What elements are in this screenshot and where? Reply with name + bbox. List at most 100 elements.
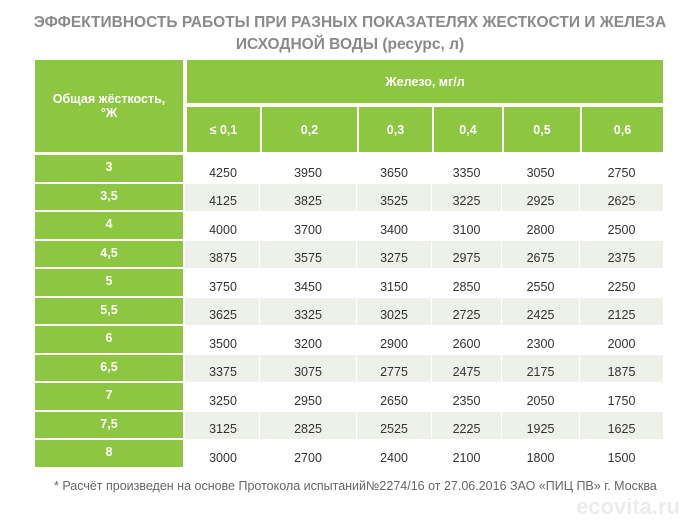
table-cell: 2350 — [432, 383, 502, 412]
column-header: ≤ 0,1 — [187, 107, 260, 152]
table-cell: 2650 — [357, 383, 432, 412]
row-hardness-label: 3 — [35, 155, 183, 182]
table-cell: 3875 — [187, 240, 260, 269]
table-cell: 2900 — [357, 326, 432, 355]
table-cell: 2050 — [502, 383, 580, 412]
table-cell: 3025 — [357, 297, 432, 326]
table-cell: 3125 — [187, 411, 260, 440]
column-header: 0,5 — [504, 107, 580, 152]
column-header: 0,4 — [434, 107, 502, 152]
table-cell: 2625 — [607, 194, 636, 208]
row-hardness-label: 7,5 — [35, 411, 183, 438]
table-cell: 2125 — [607, 308, 636, 322]
table-cell: 2850 — [432, 269, 502, 298]
table-cell: 3700 — [260, 212, 357, 241]
table-cell: 2525 — [357, 411, 432, 440]
table-row — [185, 354, 663, 382]
table-cell: 3400 — [357, 212, 432, 241]
column-header: 0,3 — [359, 107, 432, 152]
table-cell: 2600 — [432, 326, 502, 355]
table-cell: 3050 — [502, 155, 580, 184]
table-cell: 3250 — [187, 383, 260, 412]
row-hardness-label: 7 — [35, 383, 183, 410]
table-cell: 3650 — [357, 155, 432, 184]
row-hardness-label: 5,5 — [35, 297, 183, 324]
table-cell: 2375 — [607, 251, 636, 265]
table-cell: 3000 — [187, 440, 260, 469]
table-cell: 3950 — [260, 155, 357, 184]
table-cell: 3575 — [260, 240, 357, 269]
table-cell: 2100 — [432, 440, 502, 469]
row-hardness-label: 6,5 — [35, 354, 183, 381]
table-cell: 3075 — [260, 354, 357, 383]
row-header: Общая жёсткость, °Ж — [35, 60, 183, 152]
table-cell: 1875 — [607, 365, 636, 379]
table-cell: 2425 — [502, 297, 580, 326]
table-cell: 3150 — [357, 269, 432, 298]
table-cell: 2750 — [607, 165, 636, 180]
table-cell: 4125 — [187, 183, 260, 212]
table-cell: 3225 — [432, 183, 502, 212]
watermark: ecovita.ru — [576, 494, 680, 519]
table-cell: 1800 — [502, 440, 580, 469]
table-cell: 3350 — [432, 155, 502, 184]
table-cell: 2000 — [607, 336, 636, 351]
table-cell: 3825 — [260, 183, 357, 212]
table-row — [185, 326, 663, 354]
table-cell: 1750 — [607, 393, 636, 408]
table-row — [185, 183, 663, 211]
table-cell: 3275 — [357, 240, 432, 269]
table-row — [185, 297, 663, 325]
table-cell: 3100 — [432, 212, 502, 241]
table-row — [185, 155, 663, 183]
column-header: 0,2 — [262, 107, 357, 152]
table-cell: 2400 — [357, 440, 432, 469]
table-cell: 1625 — [607, 422, 636, 436]
row-hardness-label: 6 — [35, 326, 183, 353]
table-cell: 2675 — [502, 240, 580, 269]
table-row — [185, 383, 663, 411]
footnote: * Расчёт произведен на основе Протокола … — [54, 479, 657, 493]
table-cell: 2500 — [607, 222, 636, 237]
table-cell: 2225 — [432, 411, 502, 440]
table-row — [185, 411, 663, 439]
table-cell: 3450 — [260, 269, 357, 298]
title-line-2: ИСХОДНОЙ ВОДЫ (ресурс, л) — [235, 36, 465, 53]
page-title: ЭФФЕКТИВНОСТЬ РАБОТЫ ПРИ РАЗНЫХ ПОКАЗАТЕ… — [0, 12, 700, 56]
column-group-header: Железо, мг/л — [187, 60, 663, 103]
table-cell: 1500 — [607, 450, 636, 465]
table-cell: 1925 — [502, 411, 580, 440]
table-row — [185, 240, 663, 268]
row-hardness-label: 8 — [35, 440, 183, 467]
column-header: 0,6 — [582, 107, 663, 152]
table-cell: 2775 — [357, 354, 432, 383]
table-cell: 2700 — [260, 440, 357, 469]
row-hardness-label: 5 — [35, 269, 183, 296]
table-cell: 2475 — [432, 354, 502, 383]
table-cell: 2550 — [502, 269, 580, 298]
table-cell: 3375 — [187, 354, 260, 383]
table-cell: 3500 — [187, 326, 260, 355]
table-row — [185, 440, 663, 468]
title-line-1: ЭФФЕКТИВНОСТЬ РАБОТЫ ПРИ РАЗНЫХ ПОКАЗАТЕ… — [33, 14, 667, 31]
table-cell: 2925 — [502, 183, 580, 212]
table-cell: 3525 — [357, 183, 432, 212]
table-cell: 2300 — [502, 326, 580, 355]
row-hardness-label: 3,5 — [35, 183, 183, 210]
table-cell: 2250 — [607, 279, 636, 294]
table-cell: 2175 — [502, 354, 580, 383]
table-cell: 3625 — [187, 297, 260, 326]
table-cell: 2725 — [432, 297, 502, 326]
table-cell: 2950 — [260, 383, 357, 412]
table-cell: 4250 — [187, 155, 260, 184]
table-row — [185, 212, 663, 240]
table-cell: 2975 — [432, 240, 502, 269]
row-hardness-label: 4 — [35, 212, 183, 239]
table-cell: 3200 — [260, 326, 357, 355]
table-cell: 2800 — [502, 212, 580, 241]
row-hardness-label: 4,5 — [35, 240, 183, 267]
table-cell: 2825 — [260, 411, 357, 440]
table-cell: 3750 — [187, 269, 260, 298]
table-cell: 3325 — [260, 297, 357, 326]
table-cell: 4000 — [187, 212, 260, 241]
